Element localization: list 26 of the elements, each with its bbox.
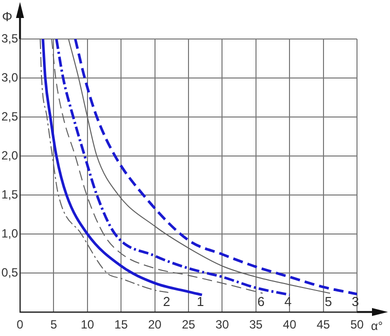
- series-label: 5: [324, 294, 332, 309]
- x-tick-label: 30: [216, 318, 230, 332]
- x-tick-label: 25: [182, 318, 196, 332]
- x-tick-label: 20: [148, 318, 162, 332]
- x-tick-label: 0: [16, 318, 24, 332]
- x-tick-label: 10: [80, 318, 94, 332]
- y-tick-label: 2,0: [1, 148, 18, 162]
- x-axis-title: α°: [371, 319, 383, 333]
- x-tick-label: 15: [114, 318, 128, 332]
- series-label: 6: [257, 294, 265, 309]
- x-tick-label: 40: [282, 318, 297, 332]
- y-tick-label: 3,5: [1, 31, 18, 46]
- x-tick-label: 35: [249, 318, 263, 332]
- y-tick-label: 3,0: [1, 70, 18, 84]
- y-axis-title: Φ: [2, 9, 12, 24]
- x-tick-label: 50: [350, 318, 364, 332]
- series-label: 2: [163, 294, 170, 309]
- y-tick-label: 1,0: [1, 226, 18, 240]
- y-tick-label: 0,5: [1, 265, 18, 280]
- series-label: 1: [196, 294, 204, 309]
- y-tick-label: 1,5: [1, 187, 18, 202]
- x-tick-label: 45: [316, 318, 330, 332]
- line-series: [42, 39, 204, 296]
- y-tick-label: 2,5: [1, 109, 18, 124]
- x-tick-label: 5: [50, 318, 58, 332]
- line-series: [40, 39, 169, 293]
